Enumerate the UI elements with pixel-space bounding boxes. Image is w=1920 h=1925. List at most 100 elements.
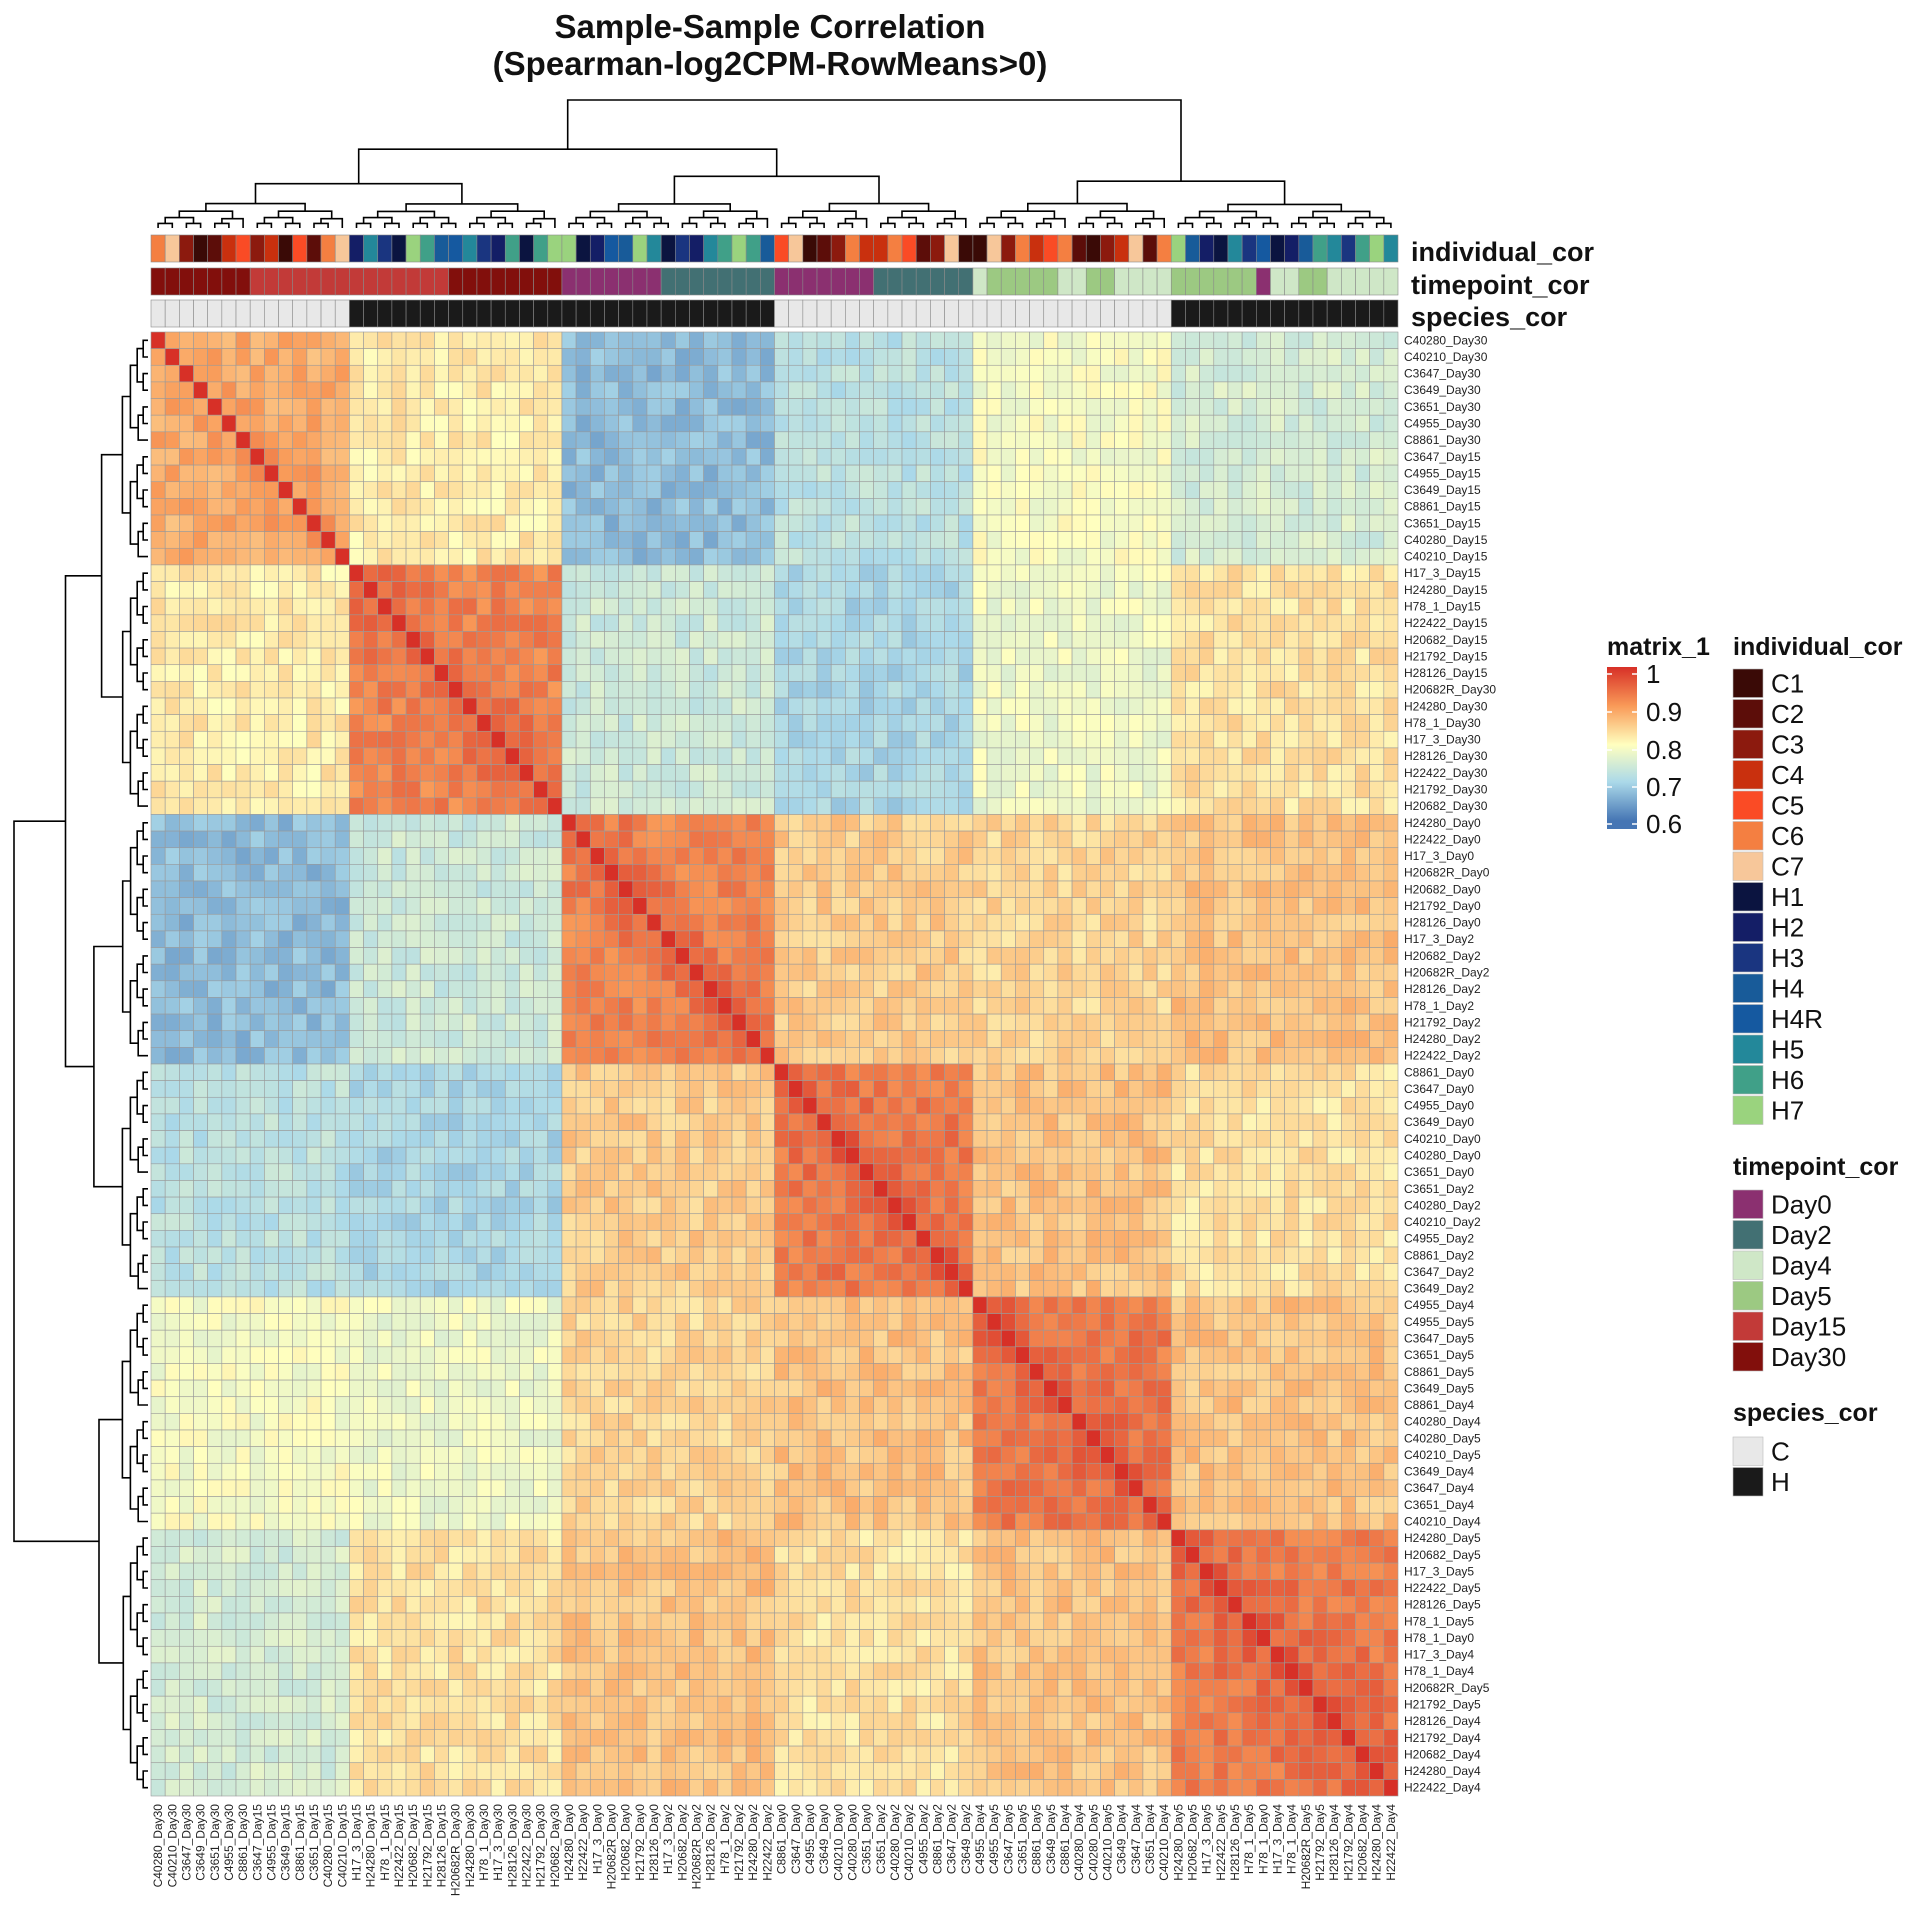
timepoint-cor-cell bbox=[1227, 267, 1243, 296]
heatmap-cell bbox=[1355, 697, 1370, 715]
heatmap-cell bbox=[1227, 414, 1243, 433]
heatmap-cell bbox=[717, 847, 733, 865]
heatmap-cell bbox=[774, 1096, 789, 1115]
heatmap-cell bbox=[646, 1146, 662, 1165]
heatmap-cell bbox=[235, 481, 251, 499]
heatmap-cell bbox=[504, 614, 520, 632]
heatmap-cell bbox=[1241, 930, 1257, 948]
heatmap-cell bbox=[1383, 797, 1399, 815]
heatmap-cell bbox=[760, 1030, 775, 1048]
heatmap-cell bbox=[745, 681, 761, 699]
heatmap-cell bbox=[1043, 864, 1059, 882]
species-cor-cell bbox=[944, 299, 960, 328]
heatmap-cell bbox=[462, 997, 478, 1015]
heatmap-cell bbox=[1270, 764, 1285, 782]
heatmap-cell bbox=[221, 1113, 237, 1131]
heatmap-cell bbox=[179, 714, 194, 732]
heatmap-cell bbox=[745, 398, 761, 416]
heatmap-cell bbox=[604, 847, 619, 865]
heatmap-cell bbox=[278, 364, 293, 383]
heatmap-cell bbox=[533, 1013, 549, 1032]
heatmap-cell bbox=[1085, 414, 1101, 433]
heatmap-cell bbox=[788, 947, 804, 965]
heatmap-cell bbox=[193, 913, 208, 932]
heatmap-cell bbox=[774, 847, 789, 865]
timepoint-cor-cell bbox=[1128, 267, 1144, 296]
heatmap-cell bbox=[519, 1146, 534, 1165]
heatmap-cell bbox=[1000, 780, 1016, 799]
heatmap-cell bbox=[1383, 431, 1399, 449]
heatmap-cell bbox=[1156, 897, 1172, 915]
heatmap-cell bbox=[887, 730, 903, 749]
heatmap-cell bbox=[731, 1146, 747, 1165]
heatmap-cell bbox=[278, 331, 293, 349]
heatmap-cell bbox=[405, 1146, 421, 1165]
heatmap-cell bbox=[774, 697, 789, 715]
heatmap-cell bbox=[958, 381, 974, 399]
dendrogram-branch bbox=[1347, 222, 1364, 228]
heatmap-cell bbox=[334, 714, 350, 732]
heatmap-cell bbox=[689, 730, 704, 749]
heatmap-cell bbox=[547, 780, 563, 799]
heatmap-cell bbox=[589, 897, 605, 915]
heatmap-cell bbox=[1270, 930, 1285, 948]
heatmap-cell bbox=[930, 464, 945, 483]
individual-cor-cell bbox=[377, 234, 393, 263]
heatmap-cell bbox=[632, 597, 648, 616]
heatmap-cell bbox=[547, 1063, 563, 1081]
heatmap-cell bbox=[462, 963, 478, 982]
heatmap-cell bbox=[249, 747, 265, 765]
heatmap-cell bbox=[278, 681, 293, 699]
heatmap-cell bbox=[1326, 764, 1342, 782]
dendrogram-branch bbox=[1135, 222, 1151, 228]
timepoint-cor-cell bbox=[547, 267, 563, 296]
heatmap-cell bbox=[944, 514, 960, 532]
heatmap-cell bbox=[1015, 1130, 1030, 1148]
heatmap-cell bbox=[1227, 464, 1243, 483]
heatmap-cell bbox=[703, 1030, 719, 1048]
heatmap-cell bbox=[986, 1080, 1002, 1098]
heatmap-cell bbox=[391, 348, 407, 366]
dendrogram-branch bbox=[362, 216, 393, 224]
heatmap-cell bbox=[1355, 1113, 1370, 1131]
heatmap-cell bbox=[646, 647, 662, 666]
heatmap-cell bbox=[901, 1080, 917, 1098]
heatmap-cell bbox=[1199, 1080, 1215, 1098]
heatmap-cell bbox=[207, 364, 223, 383]
heatmap-cell bbox=[221, 331, 237, 349]
heatmap-cell bbox=[703, 880, 719, 898]
heatmap-cell bbox=[802, 681, 818, 699]
heatmap-cell bbox=[462, 1096, 478, 1115]
heatmap-cell bbox=[533, 780, 549, 799]
heatmap-cell bbox=[1057, 614, 1073, 632]
heatmap-cell bbox=[306, 1113, 322, 1131]
heatmap-cell bbox=[816, 1146, 832, 1165]
heatmap-cell bbox=[745, 864, 761, 882]
dendrogram-branch bbox=[142, 639, 148, 658]
heatmap-cell bbox=[334, 1130, 350, 1148]
heatmap-cell bbox=[774, 1080, 789, 1098]
heatmap-cell bbox=[363, 597, 379, 616]
heatmap-cell bbox=[675, 880, 690, 898]
heatmap-cell bbox=[788, 814, 804, 832]
heatmap-cell bbox=[1369, 797, 1385, 815]
heatmap-cell bbox=[1000, 747, 1016, 765]
heatmap-cell bbox=[207, 747, 223, 765]
heatmap-cell bbox=[462, 1030, 478, 1048]
heatmap-cell bbox=[1100, 564, 1115, 582]
heatmap-cell bbox=[1383, 963, 1399, 982]
heatmap-cell bbox=[802, 431, 818, 449]
heatmap-cell bbox=[1015, 913, 1030, 932]
heatmap-cell bbox=[249, 414, 265, 433]
heatmap-cell bbox=[901, 1030, 917, 1048]
heatmap-cell bbox=[575, 664, 591, 682]
heatmap-cell bbox=[1100, 414, 1115, 433]
heatmap-cell bbox=[944, 730, 960, 749]
heatmap-cell bbox=[1100, 348, 1115, 366]
heatmap-cell bbox=[958, 681, 974, 699]
heatmap-cell bbox=[887, 797, 903, 815]
heatmap-cell bbox=[689, 1047, 704, 1065]
heatmap-cell bbox=[774, 814, 789, 832]
heatmap-cell bbox=[774, 348, 789, 366]
heatmap-cell bbox=[915, 830, 931, 849]
